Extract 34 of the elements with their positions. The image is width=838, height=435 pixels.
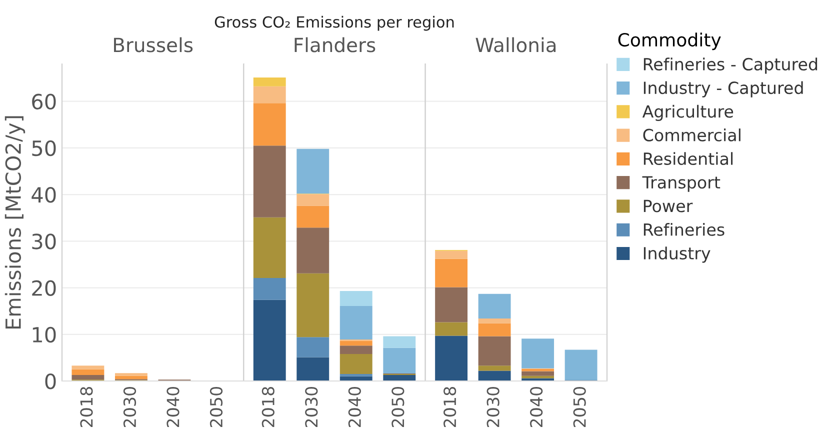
legend-label: Transport <box>642 176 720 192</box>
x-tick-label: 2050 <box>210 386 223 428</box>
legend-label: Refineries <box>644 223 724 236</box>
y-tick-label: 40 <box>32 186 56 203</box>
x-tick-label: 2018 <box>444 387 456 428</box>
x-tick-label: 2018 <box>262 387 274 428</box>
y-tick-label: 60 <box>32 94 56 110</box>
chart-subtitle: Brussels <box>114 37 193 52</box>
legend-label: Residential <box>644 152 733 166</box>
chart-subtitle: Wallonia <box>476 37 556 52</box>
x-tick-label: 2040 <box>166 386 180 428</box>
legend-label: Power <box>644 200 693 212</box>
y-tick-label: 30 <box>32 234 56 250</box>
x-tick-label: 2030 <box>486 386 500 428</box>
chart-subtitle: Flanders <box>294 37 376 52</box>
y-tick-label: 0 <box>45 373 56 390</box>
legend-label: Refineries - Captured <box>644 58 818 74</box>
legend-label: Industry - Captured <box>644 81 803 98</box>
y-axis-title: Emissions [MtCO2/y] <box>4 116 26 329</box>
legend-label: Industry <box>644 246 710 263</box>
legend-title: Commodity <box>618 32 721 50</box>
y-tick-label: 20 <box>32 280 56 296</box>
x-tick-label: 2040 <box>530 386 543 428</box>
x-tick-label: 2030 <box>123 386 136 428</box>
x-tick-label: 2030 <box>305 386 318 428</box>
chart-title: Gross CO₂ Emissions per region <box>214 16 454 31</box>
y-tick-label: 50 <box>32 140 56 156</box>
y-tick-label: 10 <box>32 326 56 343</box>
legend-label: Commercial <box>643 128 740 142</box>
x-tick-label: 2050 <box>573 386 586 428</box>
legend-label: Agriculture <box>642 104 734 121</box>
x-tick-label: 2040 <box>348 386 361 428</box>
x-tick-label: 2018 <box>80 387 93 428</box>
x-tick-label: 2050 <box>392 386 404 428</box>
